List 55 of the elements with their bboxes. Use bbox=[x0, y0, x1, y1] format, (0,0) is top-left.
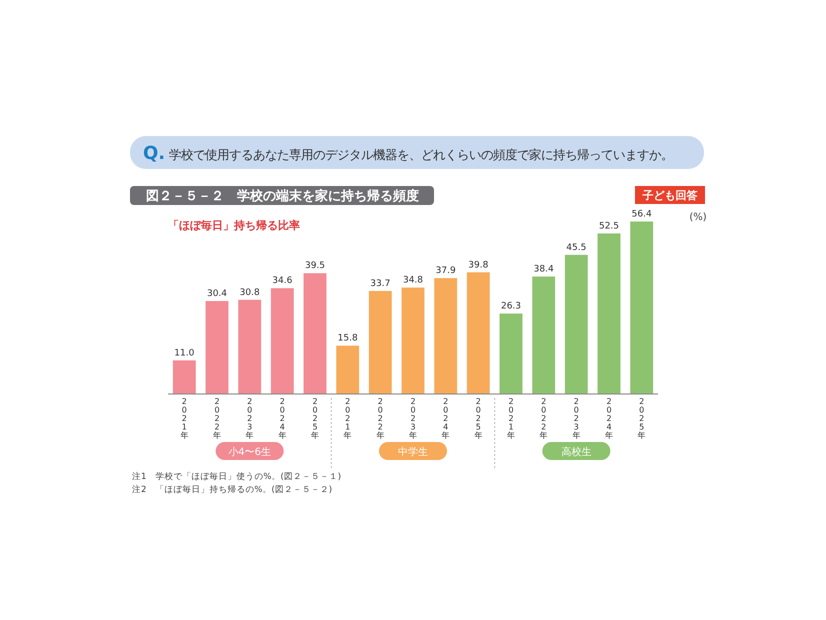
x-tick-label: 2023年 bbox=[246, 397, 254, 440]
x-tick-label: 2021年 bbox=[344, 397, 352, 440]
text: 中学生 bbox=[398, 446, 428, 458]
data-label: 56.4 bbox=[632, 210, 652, 220]
bar bbox=[434, 278, 458, 394]
bar bbox=[368, 290, 392, 394]
data-label: 26.3 bbox=[500, 302, 522, 312]
bar bbox=[598, 233, 620, 394]
x-tick-label: 2021年 bbox=[507, 397, 515, 440]
x-tick-label: 2024年 bbox=[442, 397, 450, 440]
bar bbox=[564, 254, 588, 394]
data-label: 15.8 bbox=[338, 334, 358, 344]
bar bbox=[466, 272, 490, 394]
text: 注1 学校で「ほぼ毎日」使うの%。(図２－５－１) bbox=[132, 471, 342, 482]
data-label: 33.7 bbox=[370, 278, 390, 289]
data-label: 52.5 bbox=[598, 221, 620, 232]
text: 子ども回答 bbox=[642, 189, 698, 202]
bar bbox=[630, 222, 654, 394]
x-tick-label: 2022年 bbox=[540, 397, 548, 440]
data-label: 38.4 bbox=[534, 264, 554, 275]
x-tick-label: 2025年 bbox=[474, 397, 482, 440]
chart-subtitle: Q. 学校で使用するあなた専用のデジタル機器を、どれくらいの頻度で家に持ち帰っていますか。 bbox=[143, 143, 674, 164]
data-label: 39.8 bbox=[468, 260, 489, 270]
annotation: 「ほぼ毎日」持ち帰る比率 bbox=[168, 219, 300, 232]
data-label: 39.5 bbox=[304, 261, 326, 272]
bar bbox=[532, 276, 556, 394]
x-tick-label: 2023年 bbox=[409, 397, 417, 440]
text: 注2 「ほぼ毎日」持ち帰るの%。(図２－５－２) bbox=[132, 484, 332, 495]
x-tick-label: 2023年 bbox=[572, 397, 580, 440]
bar bbox=[402, 288, 424, 394]
text: 小4〜6生 bbox=[228, 446, 272, 458]
bar bbox=[270, 288, 294, 394]
text: 高校生 bbox=[561, 446, 592, 458]
data-label: 45.5 bbox=[566, 242, 586, 253]
x-tick-label: 2021年 bbox=[180, 397, 188, 440]
bar bbox=[172, 360, 196, 394]
bar bbox=[206, 301, 228, 394]
data-label: 34.8 bbox=[402, 276, 424, 286]
x-tick-label: 2022年 bbox=[213, 397, 221, 440]
data-label: 30.4 bbox=[206, 289, 228, 300]
bar bbox=[500, 314, 522, 394]
y-axis-title: (%) bbox=[689, 212, 707, 223]
x-tick-label: 2024年 bbox=[605, 397, 613, 440]
bar bbox=[238, 300, 262, 394]
chart-title: 図２－５－２ 学校の端末を家に持ち帰る頻度 bbox=[146, 188, 419, 204]
x-tick-label: 2025年 bbox=[638, 397, 646, 440]
data-label: 34.6 bbox=[272, 276, 293, 286]
data-label: 11.0 bbox=[174, 348, 195, 358]
bar bbox=[336, 346, 360, 394]
data-label: 37.9 bbox=[436, 266, 456, 276]
x-tick-label: 2022年 bbox=[376, 397, 384, 440]
x-tick-label: 2025年 bbox=[311, 397, 319, 440]
x-tick-label: 2024年 bbox=[278, 397, 286, 440]
bar bbox=[304, 273, 326, 394]
data-label: 30.8 bbox=[240, 288, 260, 298]
